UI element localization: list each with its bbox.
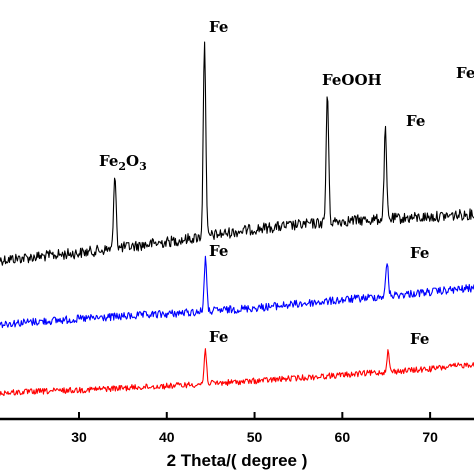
peak-labels: Fe2O3 Fe FeOOH Fe Fe Fe Fe Fe Fe: [99, 18, 474, 348]
series-line-2: [0, 348, 474, 397]
peak-label-fe-red-1: Fe: [209, 328, 228, 346]
series-line-0: [0, 41, 474, 266]
x-tick-label: 40: [159, 429, 175, 445]
x-axis-ticks: 30 40 50 60 70: [71, 412, 438, 445]
peak-label-fe-red-2: Fe: [410, 330, 429, 348]
peak-label-fe-black-partial: Fe: [456, 64, 474, 82]
x-tick-label: 60: [335, 429, 351, 445]
peak-label-fe2o3: Fe2O3: [99, 152, 147, 173]
series-line-1: [0, 255, 474, 329]
peak-label-fe-blue-1: Fe: [209, 242, 228, 260]
x-tick-label: 70: [422, 429, 438, 445]
plot-area: [0, 41, 474, 397]
peak-label-fe-black-2: Fe: [406, 112, 425, 130]
x-tick-label: 30: [71, 429, 87, 445]
peak-label-fe-black-1: Fe: [209, 18, 228, 36]
x-tick-label: 50: [247, 429, 263, 445]
x-axis: 30 40 50 60 70 2 Theta/( degree ): [0, 412, 474, 470]
x-axis-title: 2 Theta/( degree ): [167, 451, 308, 470]
peak-label-feooh-black: FeOOH: [322, 71, 382, 89]
peak-label-fe-blue-2: Fe: [410, 244, 429, 262]
